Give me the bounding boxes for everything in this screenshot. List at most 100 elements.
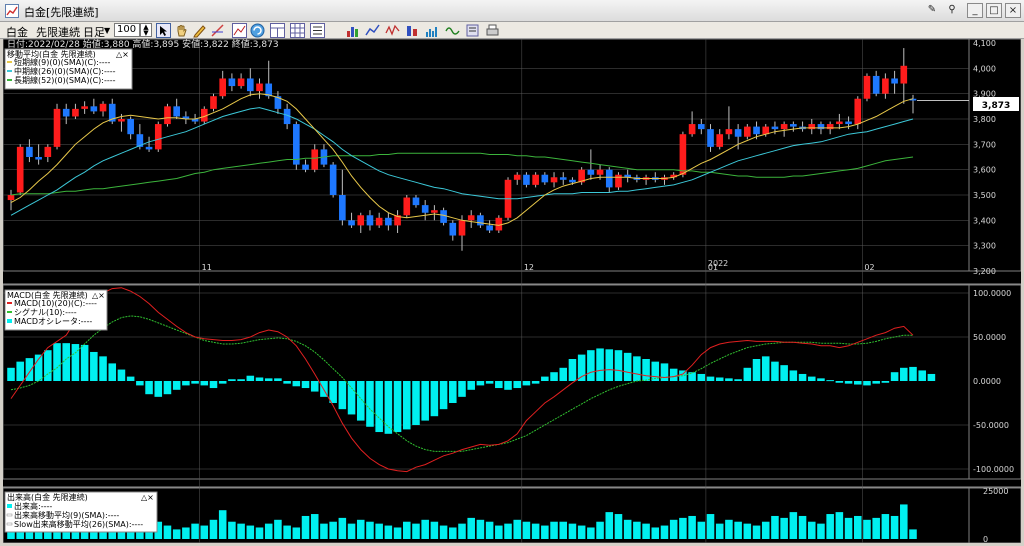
volume-bar bbox=[347, 523, 356, 539]
oscillator-bar bbox=[835, 381, 844, 383]
oscillator-bar bbox=[80, 344, 89, 381]
macd-tick-label: 0.0000 bbox=[973, 377, 1001, 386]
indicator-icon[interactable] bbox=[385, 23, 400, 38]
price-legend[interactable]: 移動平均(白金 先限連続) △× 短期線(9)(0)(SMA)(C):---- … bbox=[4, 48, 133, 90]
chart-area[interactable]: 4,100 4,000 3,900 3,800 3,700 3,600 3,500 3,400… bbox=[2, 38, 1022, 544]
period-dropdown-icon[interactable]: ▼ bbox=[104, 26, 111, 35]
candle-body bbox=[615, 174, 622, 188]
legend-collapse-icon[interactable]: △× bbox=[116, 50, 129, 59]
macd-legend-item: MACD(10)(20)(C):---- bbox=[14, 299, 97, 308]
oscillator-bar bbox=[228, 379, 236, 381]
compare-icon[interactable] bbox=[405, 23, 420, 38]
chart-canvas[interactable]: 4,100 4,000 3,900 3,800 3,700 3,600 3,500 3,400… bbox=[2, 38, 1022, 544]
settings-icon[interactable] bbox=[465, 23, 480, 38]
candle-body bbox=[302, 164, 309, 170]
zoom-input[interactable]: 100 bbox=[114, 23, 140, 37]
volume-bar bbox=[697, 521, 706, 539]
candle-body bbox=[136, 134, 144, 147]
candle-body bbox=[200, 108, 208, 122]
volume-legend[interactable]: 出来高(白金 先限連続) △× 出来高:---- 出来高移動平均(9)(SMA)… bbox=[4, 491, 158, 533]
oscillator-bar bbox=[495, 381, 503, 389]
candle-body bbox=[145, 146, 153, 150]
contract-selector[interactable]: 先限連続 bbox=[36, 26, 80, 39]
price-tick-label: 3,900 bbox=[973, 90, 996, 99]
volume-bar bbox=[412, 523, 420, 539]
chart-type-icon[interactable] bbox=[232, 23, 247, 38]
oscillator-bar bbox=[403, 381, 411, 430]
volume-bar bbox=[237, 523, 245, 539]
volume-bar bbox=[669, 519, 678, 539]
maximize-icon[interactable]: □ bbox=[986, 3, 1002, 18]
zoom-stepper[interactable]: ▲ ▼ bbox=[140, 23, 152, 37]
candle-body bbox=[587, 169, 595, 175]
link-icon[interactable]: ⚲ bbox=[948, 4, 956, 15]
gridlines bbox=[3, 39, 969, 543]
period-selector[interactable]: 日足 bbox=[83, 26, 105, 39]
axis-labels: 4,100 4,000 3,900 3,800 3,700 3,600 3,500 3,400… bbox=[202, 39, 1014, 544]
oscillator-bar bbox=[918, 370, 926, 381]
candle-body bbox=[348, 220, 355, 226]
volume-bar bbox=[393, 527, 402, 539]
candle-body bbox=[81, 106, 88, 109]
candle-body bbox=[486, 225, 493, 231]
hand-icon[interactable] bbox=[174, 23, 189, 38]
macd-legend-collapse-icon[interactable]: △× bbox=[92, 291, 105, 300]
oscillator-bar bbox=[209, 381, 218, 389]
candle-body bbox=[366, 215, 374, 226]
volume-legend-collapse-icon[interactable]: △× bbox=[141, 493, 154, 502]
cursor-icon[interactable] bbox=[156, 23, 171, 38]
candle-body bbox=[164, 106, 171, 125]
candle-body bbox=[596, 169, 604, 175]
pin-icon[interactable]: ✎ bbox=[927, 4, 937, 15]
refresh-icon[interactable] bbox=[250, 23, 265, 38]
oscillator-bar bbox=[807, 376, 816, 381]
oscillator-bar bbox=[264, 378, 273, 381]
pen-icon[interactable] bbox=[192, 23, 207, 38]
oscillator-bar bbox=[715, 377, 724, 381]
candle-body bbox=[836, 121, 843, 125]
osc-legend-item: MACDオシレータ:---- bbox=[14, 317, 92, 326]
macd-legend[interactable]: MACD(白金 先限連続) △× MACD(10)(20)(C):---- シグ… bbox=[4, 289, 108, 331]
oscillator-bar bbox=[283, 381, 291, 384]
close-icon[interactable]: × bbox=[1005, 3, 1021, 18]
oscillator-bar bbox=[126, 376, 135, 381]
osc-swatch bbox=[7, 319, 12, 323]
volume-bar bbox=[761, 521, 770, 539]
window-grid-icon[interactable] bbox=[270, 23, 285, 38]
list-icon[interactable] bbox=[310, 23, 325, 38]
volume-bar bbox=[642, 523, 650, 539]
chart-app-icon bbox=[5, 4, 19, 18]
candle-body bbox=[421, 205, 429, 213]
volume-icon[interactable] bbox=[425, 23, 440, 38]
candle-body bbox=[477, 215, 484, 226]
oscillator-icon[interactable] bbox=[445, 23, 460, 38]
volume-bar bbox=[283, 525, 291, 539]
table-icon[interactable] bbox=[290, 23, 305, 38]
volume-bar bbox=[476, 519, 485, 539]
candle-body bbox=[62, 108, 70, 117]
volume-tick-label: 25000 bbox=[983, 487, 1008, 496]
oscillator-bar bbox=[660, 363, 669, 381]
print-icon[interactable] bbox=[485, 23, 500, 38]
commodity-selector[interactable]: 白金 bbox=[6, 26, 28, 39]
candle-body bbox=[90, 106, 98, 112]
volume-bar bbox=[715, 523, 724, 539]
volume-bar bbox=[798, 515, 807, 539]
oscillator-bar bbox=[863, 381, 871, 386]
macd-tick-label: 100.0000 bbox=[973, 289, 1011, 298]
oscillator-bar bbox=[292, 381, 301, 387]
title-bar[interactable]: 白金[先限連続] ✎ ⚲ _ □ × bbox=[0, 0, 1024, 22]
volume-bar bbox=[725, 519, 733, 539]
minimize-icon[interactable]: _ bbox=[967, 3, 983, 18]
volume-bar bbox=[495, 525, 503, 539]
volume-bar bbox=[182, 527, 190, 539]
candle-body bbox=[697, 124, 705, 130]
volume-bar bbox=[605, 512, 614, 539]
volume-bar bbox=[688, 515, 696, 539]
trendline-icon[interactable] bbox=[210, 23, 225, 38]
volume-bar bbox=[633, 521, 641, 539]
oscillator-bar bbox=[467, 381, 475, 390]
bar-chart-icon[interactable] bbox=[345, 23, 360, 38]
oscillator-bar bbox=[826, 380, 834, 382]
line-chart-icon[interactable] bbox=[365, 23, 380, 38]
